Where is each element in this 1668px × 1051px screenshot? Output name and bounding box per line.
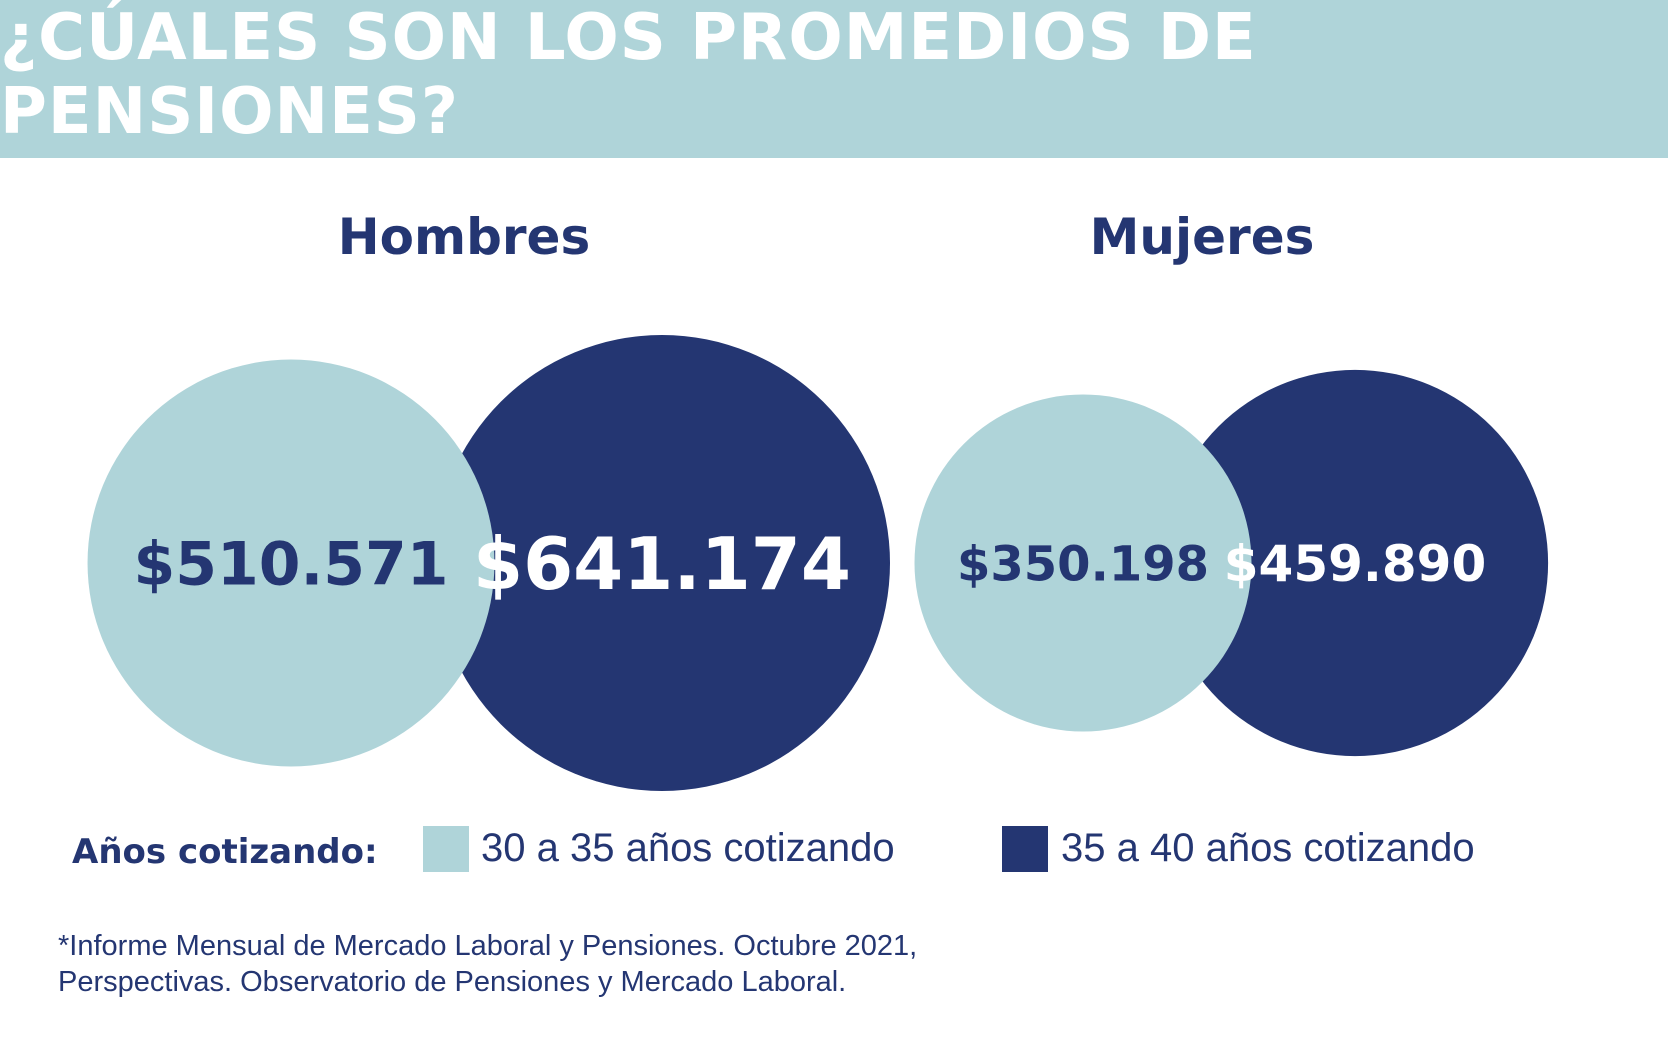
bubble-label-hombres-30-35: $510.571 — [133, 530, 448, 600]
title-banner: ¿CÚALES SON LOS PROMEDIOS DE PENSIONES? — [0, 0, 1668, 158]
bubble-label-hombres-35-40: $641.174 — [473, 522, 851, 606]
bubble-label-mujeres-30-35: $350.198 — [957, 536, 1209, 592]
legend-swatch-35-40 — [1002, 826, 1048, 872]
source-note: *Informe Mensual de Mercado Laboral y Pe… — [58, 928, 917, 1000]
bubble-hombres-30-35 — [87, 359, 495, 767]
legend-label-35-40: 35 a 40 años cotizando — [1061, 826, 1475, 870]
page-title: ¿CÚALES SON LOS PROMEDIOS DE PENSIONES? — [0, 1, 1257, 149]
bubble-mujeres-30-35 — [914, 394, 1252, 732]
legend: Años cotizando: 30 a 35 años cotizando 3… — [0, 824, 1668, 884]
source-line-2: Perspectivas. Observatorio de Pensiones … — [58, 966, 847, 998]
legend-swatch-30-35 — [423, 826, 469, 872]
bubble-label-mujeres-35-40: $459.890 — [1224, 535, 1487, 593]
bubble-hombres-35-40 — [434, 335, 890, 791]
legend-title: Años cotizando: — [72, 832, 378, 872]
group-title-hombres: Hombres — [337, 208, 591, 266]
bubble-mujeres-35-40 — [1161, 369, 1549, 757]
legend-label-30-35: 30 a 35 años cotizando — [481, 826, 895, 870]
group-title-mujeres: Mujeres — [1089, 208, 1315, 266]
source-line-1: *Informe Mensual de Mercado Laboral y Pe… — [58, 930, 918, 962]
